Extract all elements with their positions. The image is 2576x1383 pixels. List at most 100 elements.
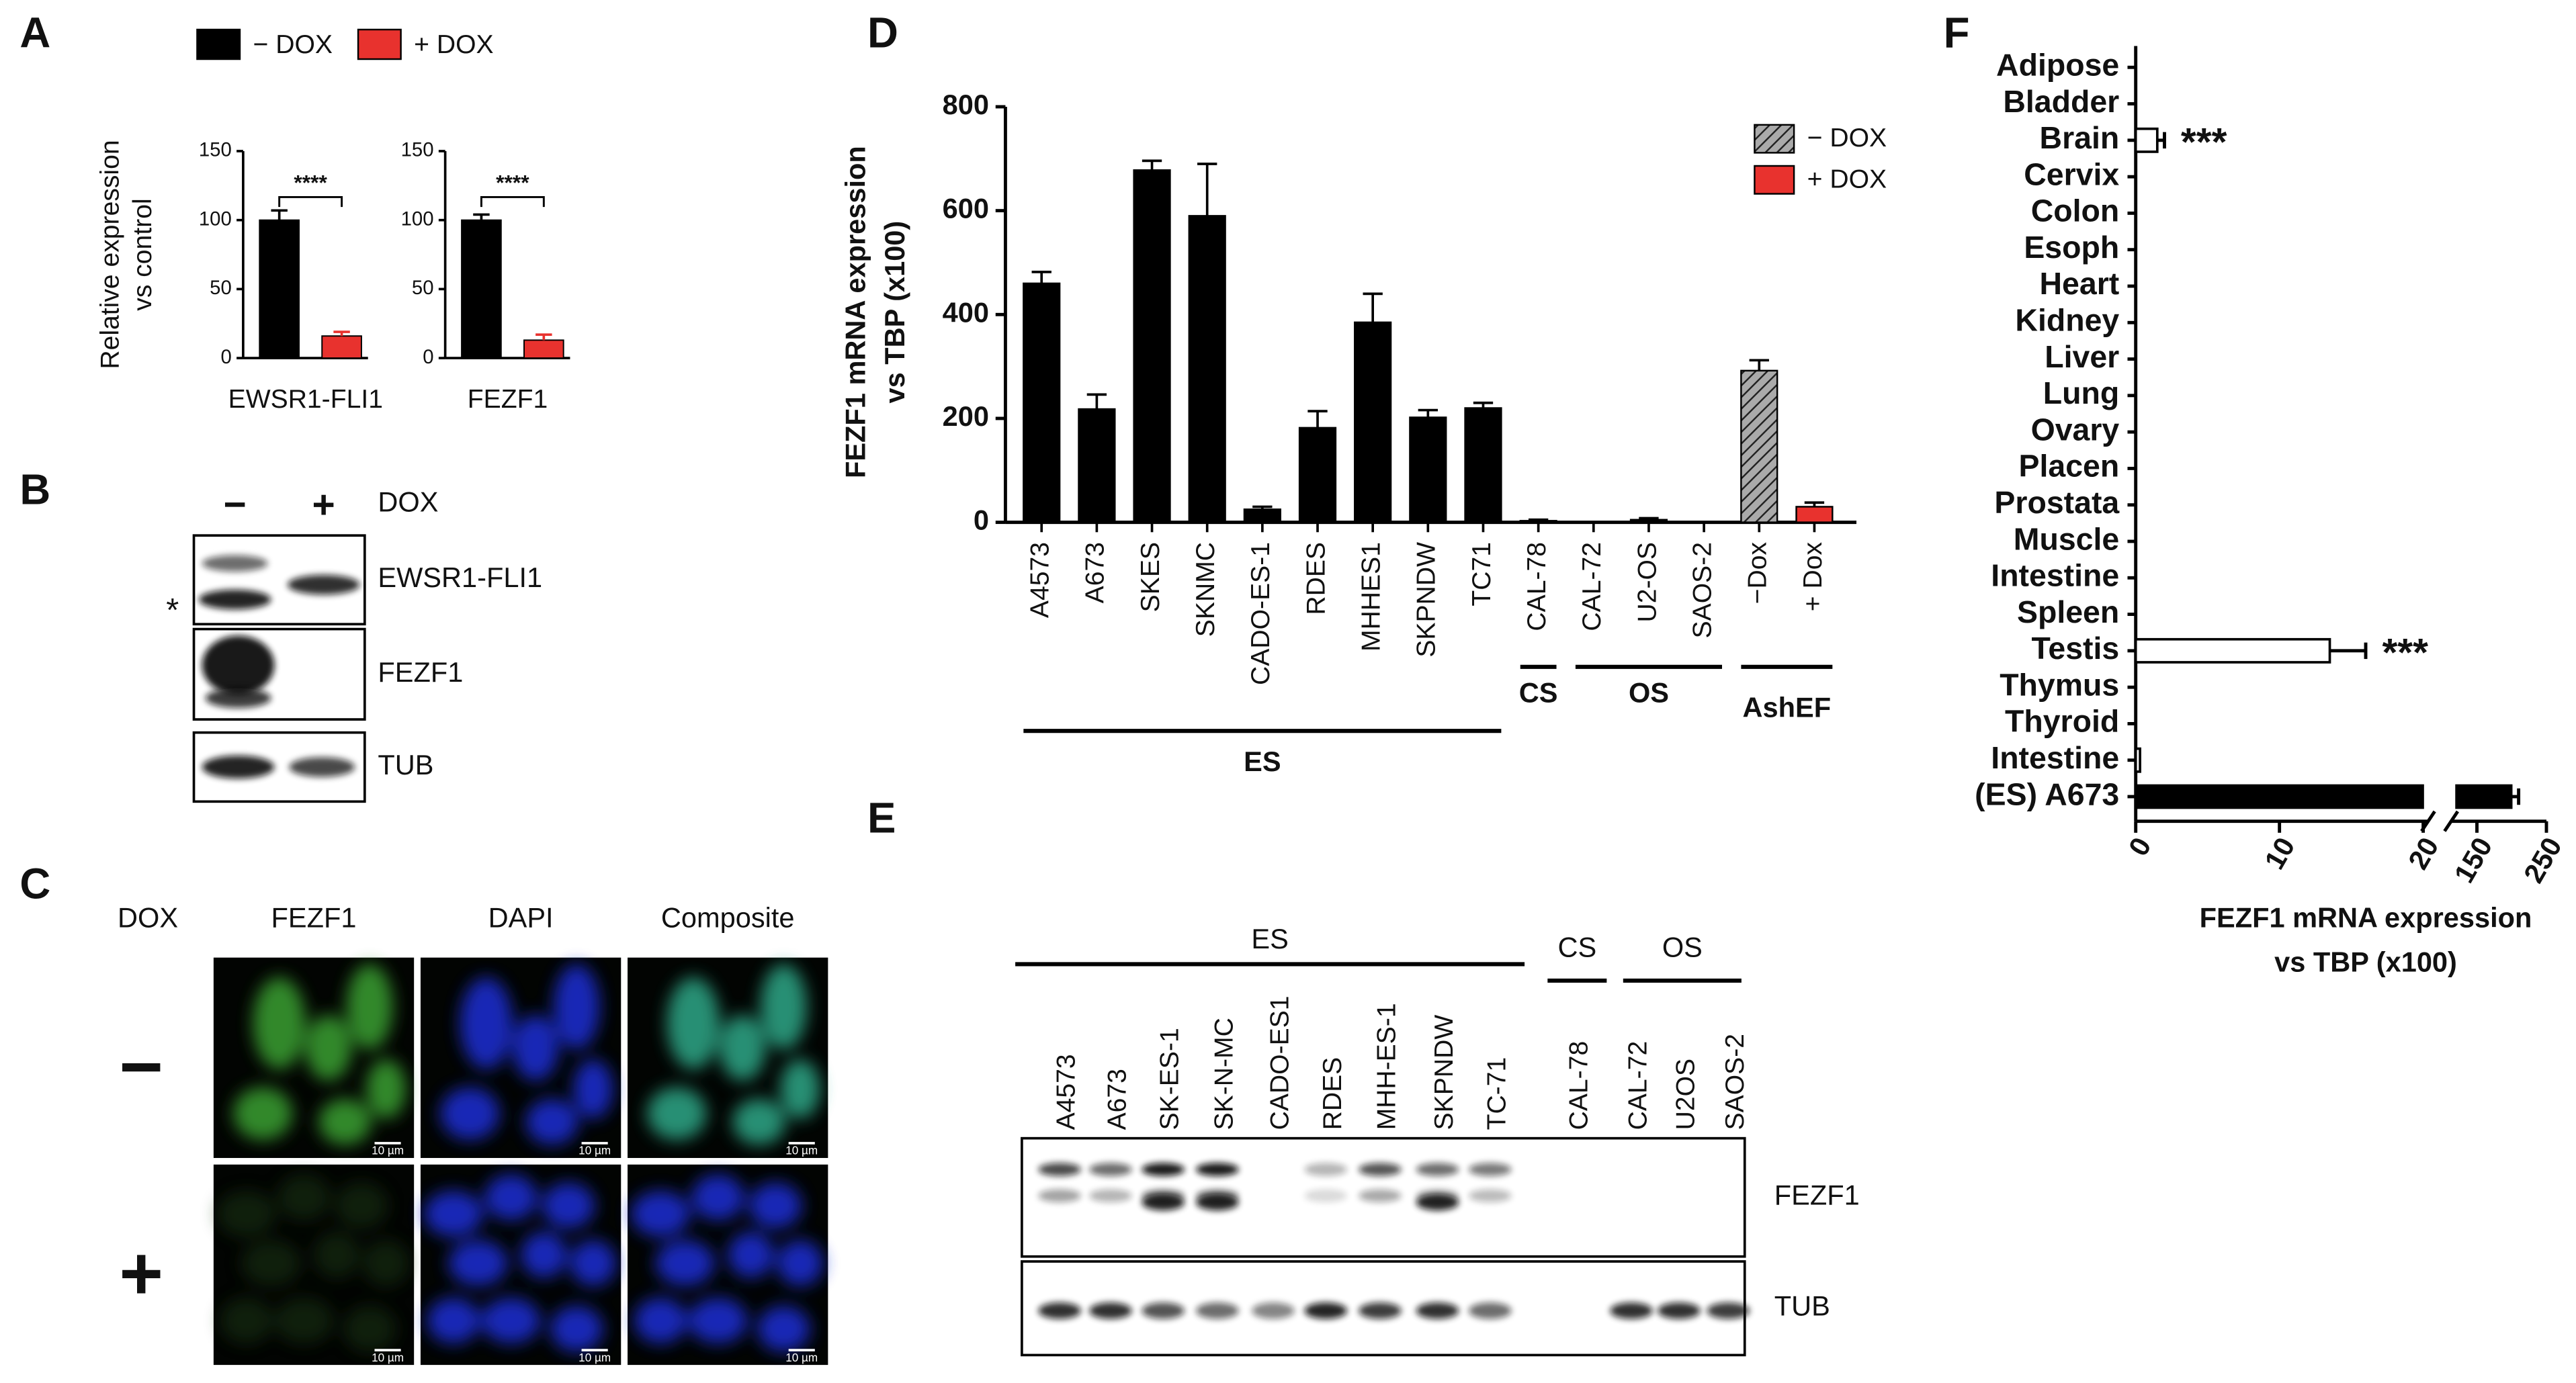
cell — [448, 1240, 508, 1286]
band — [1707, 1302, 1750, 1319]
legend-swatch — [357, 28, 402, 60]
band — [1142, 1302, 1185, 1319]
bar — [2455, 784, 2513, 809]
cell — [233, 1087, 293, 1141]
cell — [314, 1232, 360, 1278]
legend-swatch — [196, 28, 241, 60]
lane-label: MHH-ES-1 — [1372, 1003, 1401, 1130]
x-category-label: SKNMC — [1191, 542, 1220, 637]
band — [1658, 1302, 1701, 1319]
band — [289, 757, 355, 777]
y-category-label: Brain — [2040, 120, 2120, 155]
x-category-label: SKES — [1136, 542, 1165, 612]
bar — [1243, 508, 1281, 523]
bar — [1298, 427, 1337, 523]
y-category-label: Kidney — [2015, 303, 2119, 338]
lane-label: CAL-78 — [1565, 1041, 1594, 1130]
band — [1304, 1189, 1348, 1203]
band — [1610, 1302, 1653, 1319]
lane-label: A4573 — [1052, 1054, 1081, 1130]
cell — [719, 1015, 766, 1081]
y-tick-label: 400 — [943, 296, 989, 328]
cell — [366, 1059, 406, 1119]
scale-label: 10 µm — [785, 1145, 818, 1157]
cells — [630, 1174, 824, 1352]
cells — [216, 1174, 409, 1352]
y-category-label: Intestine — [1991, 740, 2119, 775]
band — [1416, 1163, 1459, 1176]
band — [1416, 1194, 1459, 1211]
lane-label: SK-N-MC — [1209, 1018, 1238, 1130]
band — [1089, 1189, 1132, 1203]
y-category-label: Ovary — [2031, 412, 2120, 447]
cell — [748, 1182, 802, 1229]
bar — [1795, 506, 1834, 523]
x-category-label: MHHES1 — [1357, 542, 1385, 652]
group-label: ES — [1251, 923, 1288, 954]
cell — [634, 1297, 687, 1344]
band — [1038, 1189, 1081, 1203]
y-category-label: Placen — [2019, 449, 2120, 484]
bar — [1354, 321, 1392, 523]
blot-row-label: TUB — [1774, 1290, 1830, 1322]
blot-row-label: FEZF1 — [378, 656, 463, 688]
bar — [461, 219, 502, 359]
y-tick-label: 800 — [943, 89, 989, 120]
scale-label: 10 µm — [578, 1145, 611, 1157]
condition-label: DOX — [118, 901, 178, 933]
cell — [630, 1190, 690, 1237]
lane-label: SKPNDW — [1430, 1015, 1459, 1130]
band — [1038, 1163, 1081, 1176]
band — [287, 574, 360, 595]
band — [1416, 1302, 1459, 1319]
bar — [1629, 519, 1668, 523]
y-tick-label: 150 — [199, 139, 232, 161]
y-axis-title-line: Relative expression — [96, 140, 125, 369]
band — [1142, 1163, 1185, 1176]
y-category-label: Liver — [2045, 339, 2119, 374]
cell — [343, 1306, 396, 1352]
y-tick-label: 200 — [943, 400, 989, 432]
cell — [241, 1240, 301, 1286]
x-tick-label: 150 — [2448, 832, 2498, 889]
cell — [550, 1306, 603, 1352]
significance: *** — [2382, 631, 2428, 675]
x-category-label: U2-OS — [1633, 542, 1662, 623]
y-tick-label: 100 — [401, 208, 434, 230]
cells — [233, 964, 406, 1145]
y-category-label: Muscle — [2014, 521, 2119, 556]
y-axis-title-line: vs TBP (x100) — [879, 221, 910, 404]
panel-label: D — [867, 9, 898, 57]
cell — [253, 977, 306, 1069]
cell — [761, 964, 807, 1050]
condition-label: DOX — [378, 486, 438, 518]
panel-label: A — [19, 9, 50, 57]
band — [198, 589, 271, 610]
legend-swatch — [1754, 124, 1795, 154]
y-tick-label: 0 — [220, 346, 231, 368]
group-label: OS — [1629, 676, 1669, 708]
bar — [2134, 747, 2141, 773]
scale-label: 10 µm — [785, 1351, 818, 1364]
lane-label: U2OS — [1672, 1059, 1701, 1130]
cell — [484, 1174, 538, 1220]
x-axis-title: vs TBP (x100) — [2274, 946, 2457, 977]
group-label: ES — [1244, 746, 1281, 777]
x-category-label: RDES — [1301, 542, 1330, 615]
lane-label: CAL-72 — [1624, 1041, 1653, 1130]
bar — [1078, 408, 1116, 523]
bar — [523, 339, 564, 359]
axis-break — [2443, 810, 2459, 832]
cell — [570, 1240, 616, 1286]
cell — [573, 1059, 613, 1119]
band — [1038, 1302, 1081, 1319]
y-tick-label: 600 — [943, 193, 989, 224]
lane-label: − — [224, 483, 247, 527]
lane-label: TC-71 — [1482, 1057, 1511, 1130]
x-category-label: CAL-78 — [1522, 542, 1551, 631]
x-tick-label: 20 — [2402, 832, 2445, 875]
legend-label: + DOX — [414, 30, 493, 59]
x-tick-label: 10 — [2258, 832, 2301, 875]
bar — [259, 219, 300, 359]
legend-label: − DOX — [253, 30, 333, 59]
